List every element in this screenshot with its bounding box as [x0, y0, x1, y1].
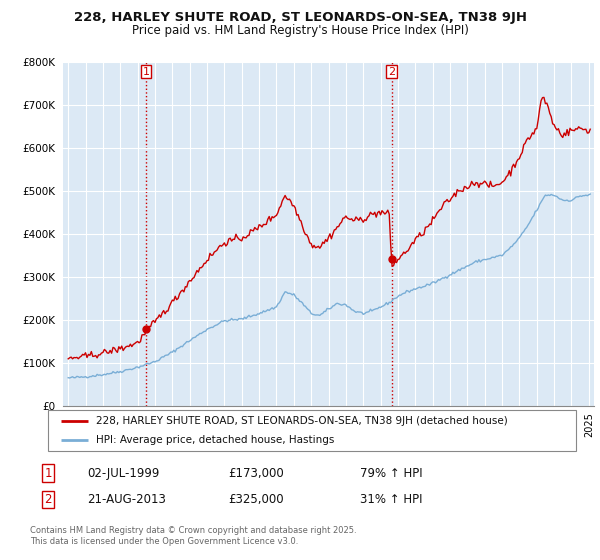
- Text: Price paid vs. HM Land Registry's House Price Index (HPI): Price paid vs. HM Land Registry's House …: [131, 24, 469, 36]
- Text: 1: 1: [143, 67, 150, 77]
- Text: HPI: Average price, detached house, Hastings: HPI: Average price, detached house, Hast…: [95, 435, 334, 445]
- Text: 2: 2: [44, 493, 52, 506]
- Text: 31% ↑ HPI: 31% ↑ HPI: [360, 493, 422, 506]
- Text: 21-AUG-2013: 21-AUG-2013: [87, 493, 166, 506]
- Text: £173,000: £173,000: [228, 466, 284, 480]
- Text: 2: 2: [388, 67, 395, 77]
- Text: 228, HARLEY SHUTE ROAD, ST LEONARDS-ON-SEA, TN38 9JH: 228, HARLEY SHUTE ROAD, ST LEONARDS-ON-S…: [74, 11, 527, 24]
- Text: 02-JUL-1999: 02-JUL-1999: [87, 466, 160, 480]
- Text: Contains HM Land Registry data © Crown copyright and database right 2025.
This d: Contains HM Land Registry data © Crown c…: [30, 526, 356, 546]
- Text: 228, HARLEY SHUTE ROAD, ST LEONARDS-ON-SEA, TN38 9JH (detached house): 228, HARLEY SHUTE ROAD, ST LEONARDS-ON-S…: [95, 417, 507, 426]
- Text: 1: 1: [44, 466, 52, 480]
- Text: 79% ↑ HPI: 79% ↑ HPI: [360, 466, 422, 480]
- Text: £325,000: £325,000: [228, 493, 284, 506]
